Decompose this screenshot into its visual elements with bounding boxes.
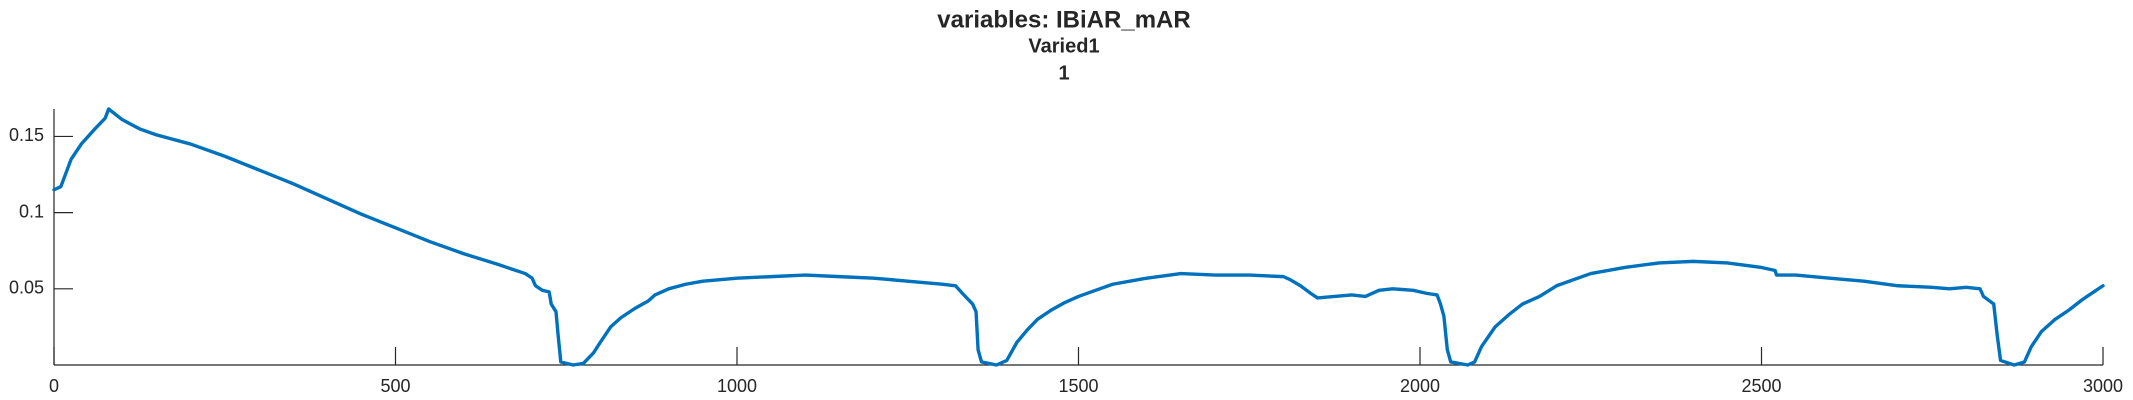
data-line	[52, 107, 2105, 367]
x-tick-label: 500	[380, 376, 410, 396]
x-tick-label: 0	[49, 376, 59, 396]
axes: 0.05 0.1 0.15 0 500 1000 1500 2000 2500 3000	[9, 107, 2123, 396]
x-tick-label: 1000	[717, 376, 757, 396]
chart-subtitle: 1	[1058, 62, 1069, 84]
x-tick-label: 2500	[1741, 376, 1781, 396]
y-tick-label: 0.1	[19, 201, 44, 221]
chart-subtitle: Varied1	[1028, 35, 1099, 57]
y-tick-label: 0.05	[9, 278, 44, 298]
x-tick-label: 2000	[1400, 376, 1440, 396]
chart-title: variables: IBiAR_mAR	[937, 6, 1190, 33]
x-tick-label: 1500	[1058, 376, 1098, 396]
x-tick-label: 3000	[2083, 376, 2123, 396]
y-tick-label: 0.15	[9, 125, 44, 145]
